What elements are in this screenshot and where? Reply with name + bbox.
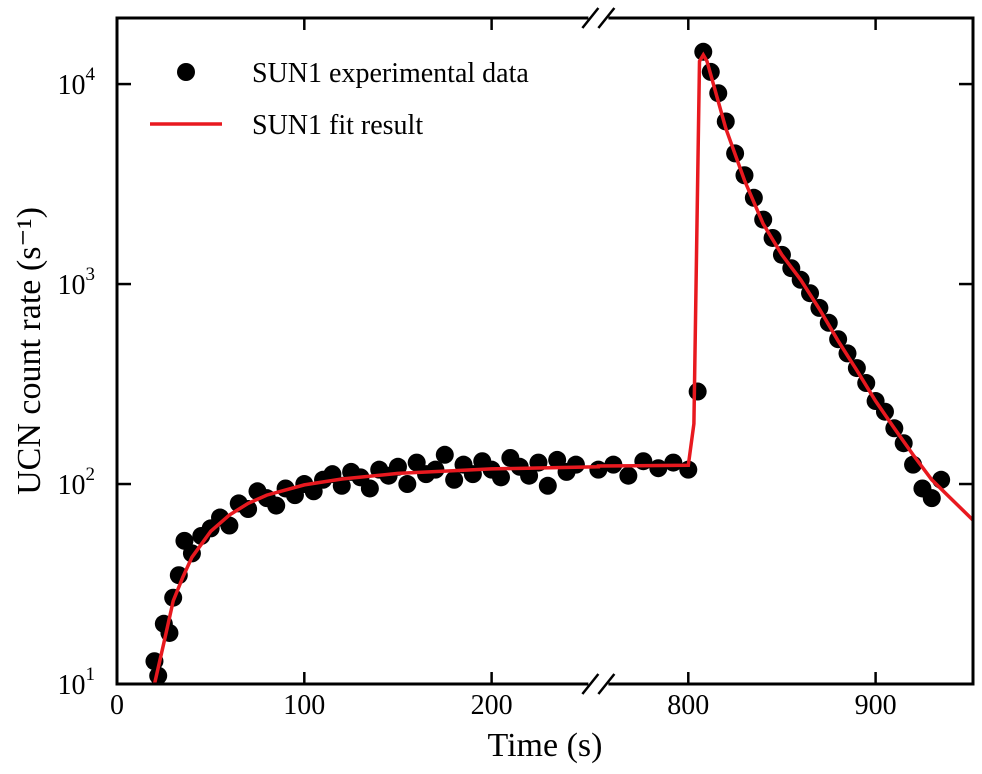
data-point [426,460,445,479]
data-point [619,466,638,485]
axis-break-mark [581,7,600,29]
data-point [435,445,454,464]
y-tick-label: 101 [58,664,96,701]
y-tick-base: 10 [58,70,86,101]
legend-label: SUN1 experimental data [252,58,529,89]
data-point [520,466,539,485]
data-point [388,457,407,476]
y-tick-base: 10 [58,470,86,501]
x-tick-label: 200 [471,690,513,721]
y-tick-label: 103 [58,264,96,301]
axis-break-gap [588,14,609,22]
data-point [688,382,707,401]
axis-break-mark [597,673,616,695]
data-point [491,468,510,487]
data-point [932,470,951,489]
data-point [922,489,941,508]
y-tick-exponent: 2 [86,464,96,485]
y-tick-exponent: 1 [86,664,96,685]
legend-marker [177,63,195,81]
axis-break-mark [597,7,616,29]
data-point [398,475,417,494]
y-tick-exponent: 4 [86,64,96,85]
y-tick-exponent: 3 [86,264,96,285]
plot-frame [115,16,975,686]
y-tick-base: 10 [58,270,86,301]
y-axis-label: UCN count rate (s⁻¹) [11,207,48,495]
data-point [360,479,379,498]
data-point [267,496,286,515]
data-point [538,476,557,495]
axis-break-gap [588,680,609,688]
x-axis-label: Time (s) [488,727,603,764]
y-tick-label: 102 [58,464,96,501]
y-tick-label: 104 [58,64,96,101]
x-tick-label: 100 [283,690,325,721]
y-tick-base: 10 [58,670,86,701]
fit-line [152,51,975,685]
x-tick-label: 0 [110,690,124,721]
axis-break-mark [581,673,600,695]
x-tick-label: 900 [855,690,897,721]
data-point [649,459,668,478]
data-point [566,455,585,474]
legend-label: SUN1 fit result [252,110,423,141]
x-tick-label: 800 [667,690,709,721]
data-point [445,470,464,489]
